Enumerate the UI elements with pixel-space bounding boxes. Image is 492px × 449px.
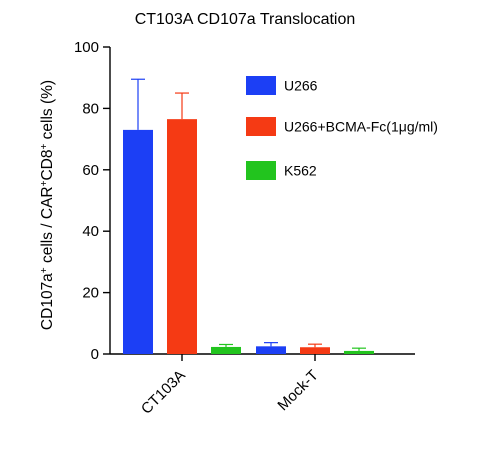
y-tick-label: 60 — [82, 162, 99, 179]
y-axis-label-superscript: + — [39, 144, 50, 150]
bar — [123, 129, 153, 354]
x-tick-label: Mock-T — [274, 367, 321, 414]
y-axis-label: CD107a+ cells / CAR+CD8+ cells (%) — [39, 80, 57, 330]
y-axis-label-part: CD107a — [39, 273, 56, 330]
y-axis-label-superscript: + — [39, 180, 50, 186]
legend-swatch — [246, 117, 276, 136]
bar — [344, 350, 374, 354]
legend: U266 U266+BCMA-Fc(1μg/ml) K562 — [246, 76, 438, 180]
y-tick-label: 0 — [91, 346, 99, 363]
legend-label: U266+BCMA-Fc(1μg/ml) — [284, 119, 438, 135]
legend-label: U266 — [284, 78, 318, 94]
legend-swatch — [246, 161, 276, 180]
y-tick-label: 40 — [82, 223, 99, 240]
legend-swatch — [246, 76, 276, 95]
y-axis-label-part: cells (%) — [39, 80, 56, 144]
bar — [211, 346, 241, 354]
y-axis-label-part: CD8 — [39, 150, 56, 181]
y-axis-label-part: cells / CAR — [39, 186, 56, 267]
bar — [167, 119, 197, 355]
y-tick-label: 20 — [82, 285, 99, 302]
x-tick-label: CT103A — [138, 367, 189, 418]
bar — [256, 346, 286, 354]
y-axis-label-superscript: + — [39, 267, 50, 273]
y-tick-label: 80 — [82, 100, 99, 117]
svg-text:CD107a+ cells / CAR+CD8+ cells: CD107a+ cells / CAR+CD8+ cells (%) — [39, 80, 57, 330]
plot-area: 0 20 40 60 80 100 CT103A Mock-T — [74, 39, 415, 418]
y-tick-label: 100 — [74, 39, 99, 56]
chart-title: CT103A CD107a Translocation — [135, 11, 356, 28]
bar — [300, 347, 330, 354]
legend-label: K562 — [284, 163, 317, 179]
